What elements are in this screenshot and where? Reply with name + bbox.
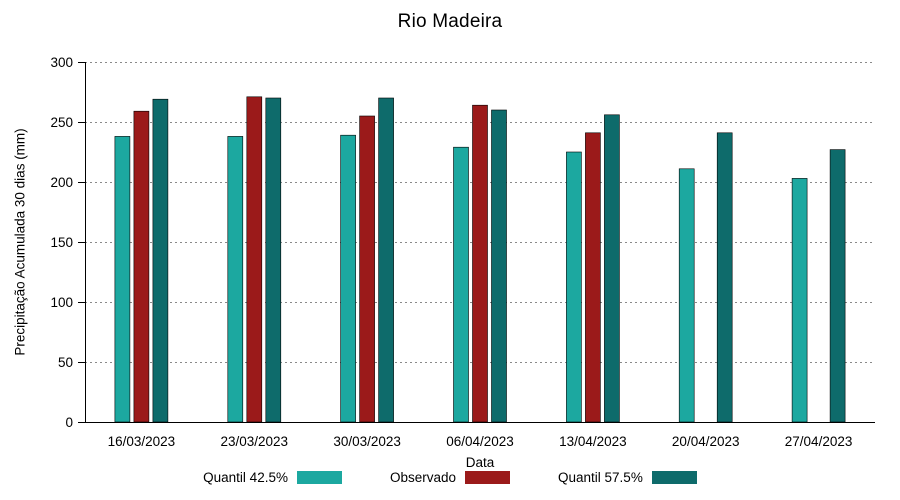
x-tick-label: 16/03/2023 (108, 434, 176, 449)
bar (453, 146, 469, 423)
y-tick-label: 50 (58, 355, 73, 370)
x-tick-label: 06/04/2023 (446, 434, 514, 449)
bar (491, 109, 507, 423)
y-tick-label: 100 (50, 295, 73, 310)
bar (678, 168, 695, 423)
bar (716, 132, 733, 423)
bar (604, 114, 620, 423)
bar (359, 115, 375, 423)
bar (265, 97, 282, 423)
legend-item: Observado (389, 470, 511, 485)
legend-swatch (465, 471, 511, 484)
legend-swatch (296, 471, 342, 484)
x-tick-label: 23/03/2023 (220, 434, 288, 449)
y-tick-label: 200 (50, 175, 73, 190)
x-axis-label: Data (465, 455, 495, 470)
y-tick-label: 300 (50, 55, 73, 70)
chart-title: Rio Madeira (397, 11, 503, 32)
x-tick-label: 30/03/2023 (333, 434, 401, 449)
legend-item: Quantil 57.5% (558, 470, 697, 485)
bar (585, 132, 601, 423)
bar (829, 149, 846, 423)
bar (114, 136, 131, 423)
legend: Quantil 42.5% Observado Quantil 57.5% (0, 470, 900, 485)
x-tick-label: 20/04/2023 (672, 434, 740, 449)
bar (227, 136, 244, 423)
legend-label: Quantil 57.5% (558, 470, 643, 485)
legend-label: Quantil 42.5% (203, 470, 288, 485)
y-tick-label: 250 (50, 115, 73, 130)
legend-swatch (651, 471, 697, 484)
legend-label: Observado (389, 470, 457, 485)
x-tick-label: 27/04/2023 (785, 434, 853, 449)
x-tick-label: 13/04/2023 (559, 434, 627, 449)
bar (340, 134, 356, 423)
bar (791, 178, 808, 423)
bar (133, 110, 150, 423)
y-tick-label: 150 (50, 235, 73, 250)
y-tick-label: 0 (65, 415, 73, 430)
bar (472, 104, 488, 423)
bar (246, 96, 263, 423)
bar (378, 97, 394, 423)
bar (566, 151, 582, 423)
legend-item: Quantil 42.5% (203, 470, 342, 485)
bar (152, 98, 169, 423)
